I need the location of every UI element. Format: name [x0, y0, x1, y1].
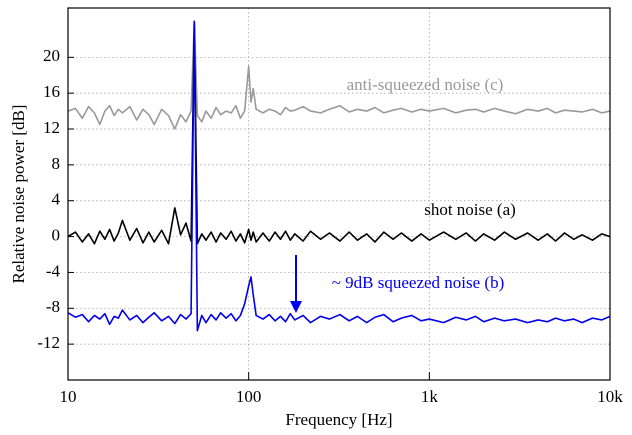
- x-axis-label: Frequency [Hz]: [285, 410, 392, 429]
- arrow-head: [290, 301, 302, 313]
- y-tick-label: 8: [52, 154, 61, 173]
- y-tick-label: 20: [43, 46, 60, 65]
- annotation: shot noise (a): [424, 200, 516, 219]
- lines: [67, 20, 611, 332]
- series-line: [67, 20, 611, 130]
- y-tick-label: -4: [46, 261, 61, 280]
- arrow: [290, 255, 302, 313]
- plot-frame: [67, 7, 611, 381]
- y-tick-label: 12: [43, 118, 60, 137]
- x-tick-label: 100: [236, 387, 262, 406]
- series-line: [67, 20, 611, 245]
- y-tick-label: -8: [46, 297, 60, 316]
- x-tick-label: 10: [60, 387, 77, 406]
- y-tick-label: 16: [43, 82, 60, 101]
- x-tick-label: 10k: [597, 387, 623, 406]
- y-axis-label: Relative noise power [dB]: [9, 105, 28, 284]
- annotation: ~ 9dB squeezed noise (b): [332, 273, 505, 292]
- y-tick-label: 4: [52, 190, 61, 209]
- x-tick-label: 1k: [421, 387, 439, 406]
- annotation: anti-squeezed noise (c): [347, 75, 504, 94]
- y-tick-label: 0: [52, 225, 61, 244]
- y-tick-label: -12: [37, 333, 60, 352]
- series-line: [67, 20, 611, 332]
